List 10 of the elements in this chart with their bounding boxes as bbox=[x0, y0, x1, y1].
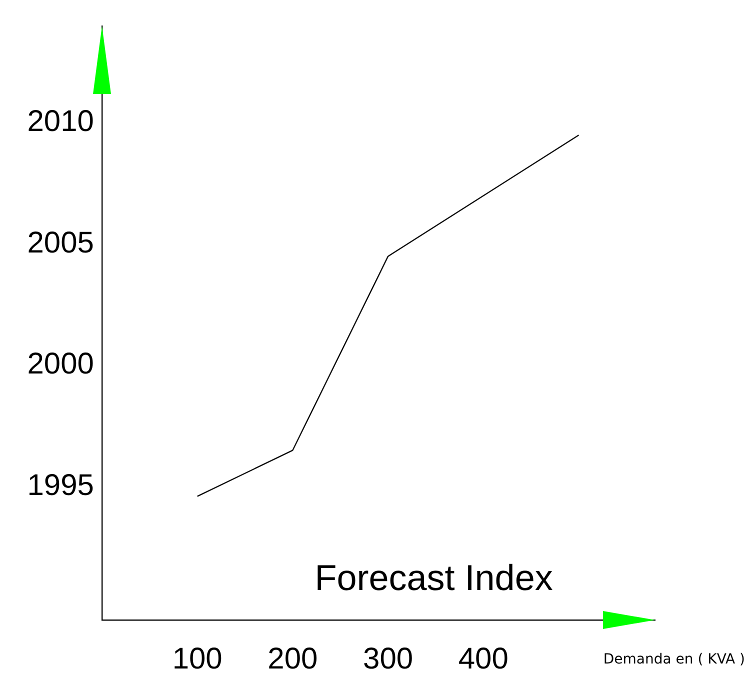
x-tick-label: 300 bbox=[363, 642, 414, 676]
x-axis-title: Demanda en ( KVA ) bbox=[603, 652, 745, 668]
y-tick-label: 2000 bbox=[27, 348, 94, 381]
text: Forecast Index bbox=[314, 556, 553, 598]
x-tick-label: 100 bbox=[172, 642, 222, 676]
x-tick-label: 200 bbox=[268, 642, 318, 676]
y-tick-label: 2005 bbox=[27, 226, 94, 260]
y-tick-label: 1995 bbox=[27, 468, 94, 502]
x-tick-label: 400 bbox=[458, 642, 508, 676]
y-tick-label: 2010 bbox=[27, 105, 94, 138]
